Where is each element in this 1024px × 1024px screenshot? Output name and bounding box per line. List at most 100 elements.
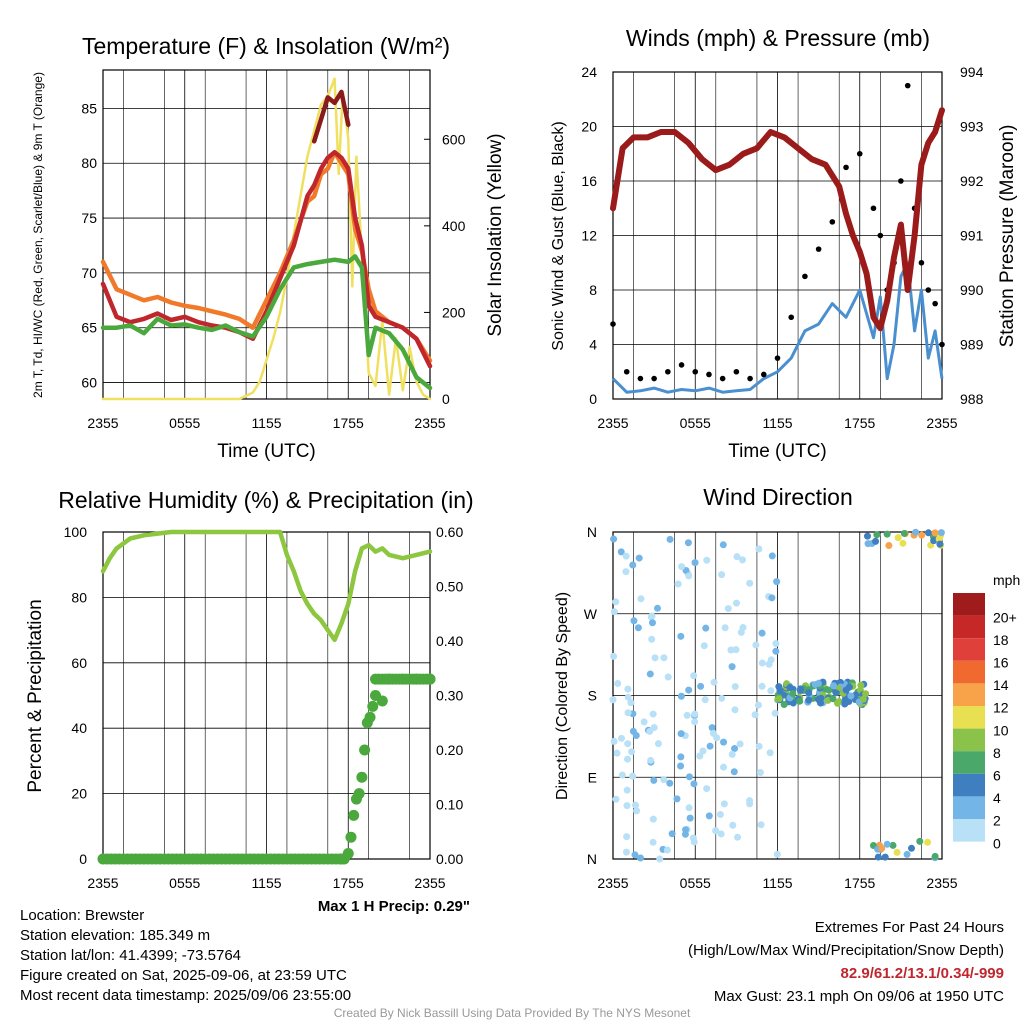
direction-point	[610, 652, 618, 660]
direction-point	[729, 821, 737, 829]
direction-point	[755, 545, 763, 553]
x-tick-label: 2355	[414, 415, 445, 431]
direction-point	[908, 844, 916, 852]
gust-point	[877, 232, 884, 239]
direction-point	[883, 530, 891, 538]
direction-point	[681, 830, 689, 838]
x-tick-label: 0555	[680, 415, 711, 431]
direction-point	[636, 854, 644, 862]
gust-point	[829, 219, 836, 225]
direction-point	[666, 535, 674, 543]
gust-point	[692, 368, 699, 375]
direction-point	[773, 850, 781, 858]
direction-point	[883, 840, 891, 848]
direction-point	[731, 706, 739, 714]
direction-point	[684, 539, 692, 547]
direction-point	[822, 685, 830, 693]
direction-point	[847, 692, 855, 700]
direction-point	[624, 685, 632, 693]
x-tick-label: 2355	[597, 875, 628, 891]
x-tick-label: 2355	[926, 875, 957, 891]
direction-point	[628, 748, 636, 756]
direction-point	[685, 804, 693, 812]
direction-point	[613, 749, 621, 757]
direction-point	[690, 780, 698, 788]
direction-point	[720, 763, 728, 771]
gust-point	[932, 300, 938, 307]
direction-point	[768, 552, 776, 560]
direction-point	[732, 646, 740, 654]
colorbar-label: 18	[993, 632, 1009, 648]
y2-tick-label: 988	[960, 391, 984, 407]
direction-point	[900, 529, 908, 537]
direction-point	[732, 599, 740, 607]
direction-point	[677, 632, 685, 640]
y2-axis-label: Station Pressure (Maroon)	[997, 125, 1018, 348]
direction-point	[618, 771, 626, 779]
direction-point	[718, 694, 726, 702]
direction-point	[720, 738, 728, 746]
direction-point	[863, 532, 871, 540]
direction-point	[912, 528, 920, 536]
direction-point	[731, 683, 739, 691]
colorbar-swatch	[953, 751, 985, 774]
direction-point	[796, 697, 804, 705]
direction-point	[650, 724, 658, 732]
colorbar-swatch	[953, 638, 985, 661]
direction-point	[612, 795, 620, 803]
latlon-text: Station lat/lon: 41.4399; -73.5764	[20, 947, 242, 964]
direction-point	[686, 814, 694, 822]
direction-point	[649, 710, 657, 718]
direction-point	[805, 696, 813, 704]
direction-point	[647, 613, 655, 621]
colorbar-swatch	[953, 615, 985, 639]
direction-point	[631, 851, 639, 859]
y2-tick-label: 0.30	[436, 688, 463, 704]
direction-point	[630, 617, 638, 625]
x-tick-label: 2355	[87, 875, 118, 891]
precip-point	[376, 695, 388, 707]
direction-point	[786, 684, 794, 692]
direction-point	[758, 629, 766, 637]
x-tick-label: 1155	[251, 415, 281, 431]
direction-point	[829, 695, 837, 703]
direction-point	[691, 718, 699, 726]
direction-point	[685, 572, 693, 580]
gust-point	[918, 259, 925, 266]
direction-point	[627, 699, 635, 707]
precip-point	[359, 744, 371, 756]
colorbar-swatch	[953, 796, 985, 819]
direction-point	[889, 841, 897, 849]
chart-title: Winds (mph) & Pressure (mb)	[626, 25, 930, 51]
gust-point	[760, 371, 767, 378]
direction-point	[842, 686, 850, 694]
gust-point	[856, 150, 863, 157]
direction-point	[862, 690, 870, 698]
direction-point	[646, 670, 654, 678]
direction-point	[633, 807, 641, 815]
direction-point	[734, 833, 742, 841]
direction-point	[737, 628, 745, 636]
colorbar-label: 6	[993, 768, 1001, 784]
chart-title: Wind Direction	[703, 484, 853, 510]
y-tick-label: 16	[581, 173, 597, 189]
direction-point	[930, 537, 938, 545]
direction-point	[703, 785, 711, 793]
x-tick-label: 1755	[844, 875, 875, 891]
direction-point	[841, 698, 849, 706]
x-tick-label: 2355	[597, 415, 628, 431]
precip-point	[367, 700, 379, 712]
y-tick-label: 85	[81, 100, 97, 116]
direction-point	[757, 821, 765, 829]
y-tick-label: 40	[71, 720, 87, 736]
direction-point	[612, 598, 620, 606]
direction-point	[708, 724, 716, 732]
y2-axis-label: Solar Insolation (Yellow)	[485, 133, 506, 336]
y-tick-label: 80	[81, 155, 97, 171]
direction-point	[646, 727, 654, 735]
direction-point	[648, 619, 656, 627]
direction-point	[691, 559, 699, 567]
direction-point	[677, 753, 685, 761]
x-tick-label: 1755	[844, 415, 875, 431]
direction-point	[696, 752, 704, 760]
